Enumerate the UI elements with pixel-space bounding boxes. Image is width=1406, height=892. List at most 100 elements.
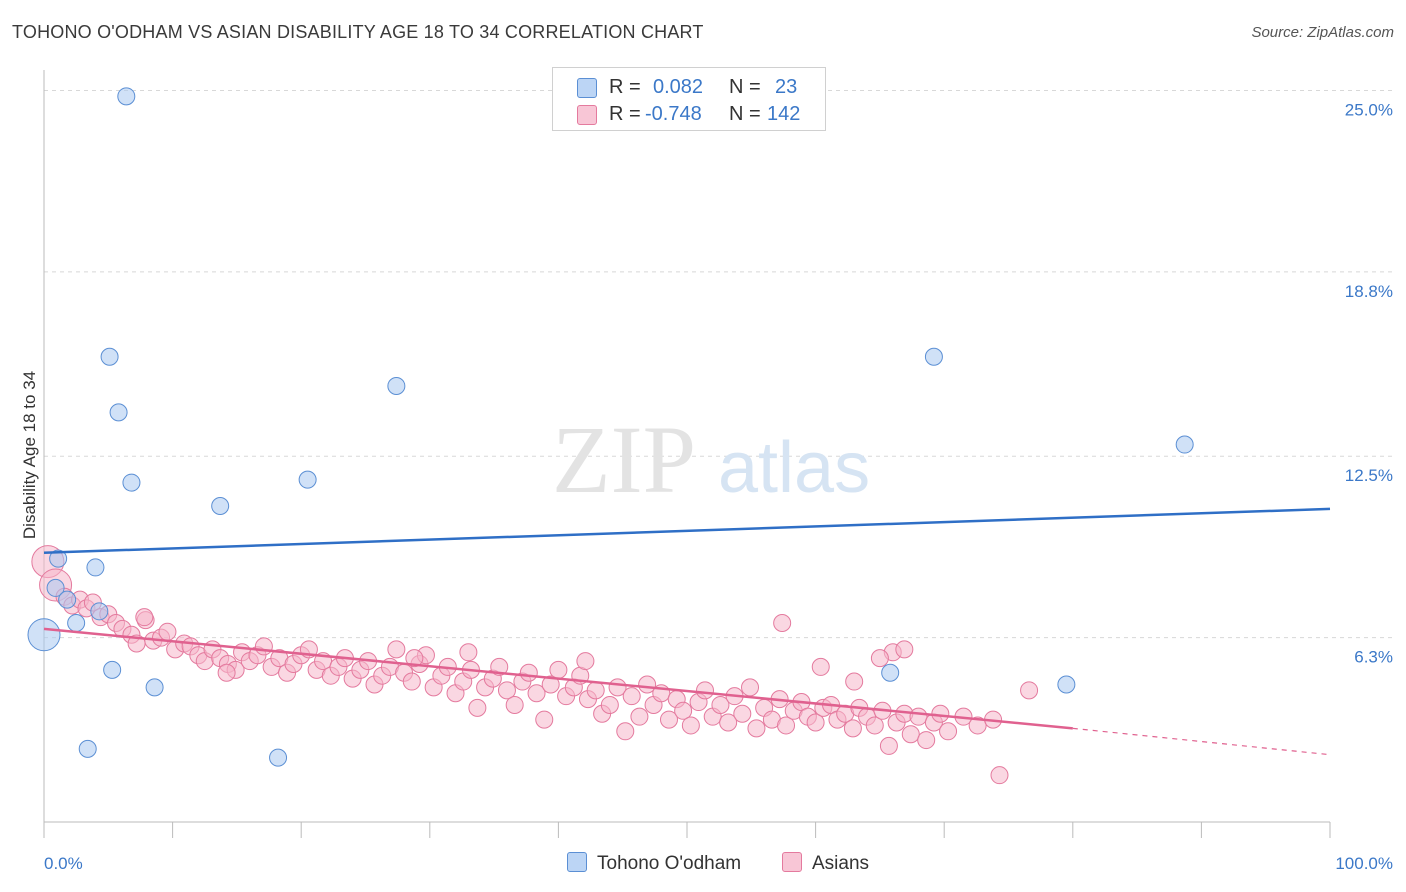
point-asian [535,710,554,729]
point-asian [674,701,693,720]
bottom-legend-tohono: Tohono O'odham [567,852,741,875]
point-tohono [86,558,105,577]
point-tohono [49,549,68,568]
point-asian [402,672,421,691]
legend-row-tohono: R = 0.082 N = 23 [553,76,825,100]
point-asian [917,731,936,750]
legend-r-label: R = [609,103,641,125]
point-asian [879,736,898,755]
point-tohono [109,403,128,422]
point-asian [895,640,914,659]
point-tohono [122,473,141,492]
point-asian [468,698,487,717]
point-asian [696,681,715,700]
point-asian [459,643,478,662]
source-label: Source: ZipAtlas.com [1251,24,1394,41]
tick-labels: 6.3% 12.5% 18.8% 25.0% 0.0% 100.0% [44,100,1393,873]
point-tohono [78,739,97,758]
point-asian [719,713,738,732]
point-tohono [103,660,122,679]
point-asian [681,716,700,735]
bottom-legend-label-tohono: Tohono O'odham [597,853,742,874]
trend-line-asians [43,627,1073,730]
legend-row-asians: R = -0.748 N = 142 [553,103,825,127]
point-asian [497,681,516,700]
legend-n-value: 142 [767,103,801,125]
bottom-legend-asians: Asians [782,852,869,875]
point-asian [586,681,605,700]
y-tick-label: 6.3% [1354,648,1393,667]
point-tohono [27,618,61,652]
point-tohono [46,578,65,597]
point-asian [630,707,649,726]
point-asian [576,652,595,671]
point-tohono [881,663,900,682]
point-asian [865,716,884,735]
point-tohono [924,347,943,366]
point-asian [990,766,1009,785]
chart-title: TOHONO O'ODHAM VS ASIAN DISABILITY AGE 1… [12,22,704,42]
point-tohono [117,87,136,106]
legend-n-value: 23 [775,76,798,98]
point-asian [747,719,766,738]
legend-r-value: 0.082 [653,76,704,98]
point-asian [622,687,641,706]
point-asian [733,704,752,723]
point-asian [968,716,987,735]
legend-r-label: R = [609,76,641,98]
point-tohono [269,748,288,767]
points-asians [31,545,1039,785]
correlation-legend: R = 0.082 N = 23 R = -0.748 N = 142 [552,67,826,131]
point-asian [806,713,825,732]
point-asian [387,640,406,659]
point-asian [870,649,889,668]
point-asian [405,649,424,668]
point-tohono [298,470,317,489]
bottom-legend-swatch-blue [567,852,587,872]
point-asian [777,716,796,735]
legend-swatch-blue [577,78,597,98]
watermark-zip: ZIP [552,406,696,513]
point-asian [600,695,619,714]
legend-r-value: -0.748 [645,103,702,125]
bottom-legend-label-asians: Asians [812,853,870,874]
x-tick-label: 100.0% [1335,854,1393,873]
legend-n-label: N = [729,76,761,98]
points-tohono [27,87,1194,767]
point-tohono [211,496,230,515]
point-asian [490,657,509,676]
point-asian [811,657,830,676]
axes [43,70,1331,838]
legend-swatch-pink [577,105,597,125]
point-tohono [1057,675,1076,694]
point-asian [1020,681,1039,700]
point-asian [741,678,760,697]
point-tohono [58,590,77,609]
point-asian [549,660,568,679]
point-tohono [1175,435,1194,454]
point-asian [519,663,538,682]
watermark: ZIP atlas [552,406,870,513]
point-tohono [145,678,164,697]
point-asian [217,663,236,682]
bottom-legend-swatch-pink [782,852,802,872]
y-tick-label: 25.0% [1345,100,1393,119]
legend-n-label: N = [729,103,761,125]
y-tick-label: 12.5% [1345,466,1393,485]
point-tohono [90,602,109,621]
y-tick-label: 18.8% [1345,282,1393,301]
point-asian [909,707,928,726]
point-asian [505,695,524,714]
point-asian [773,614,792,633]
gridlines [44,89,1392,639]
point-tohono [387,377,406,396]
point-asian [158,622,177,641]
point-asian [711,695,730,714]
trend-lines [43,507,1331,756]
point-asian [845,672,864,691]
trend-line-tohono [43,507,1331,555]
x-tick-label: 0.0% [44,854,83,873]
point-asian [527,684,546,703]
point-asian [541,675,560,694]
point-asian [254,637,273,656]
